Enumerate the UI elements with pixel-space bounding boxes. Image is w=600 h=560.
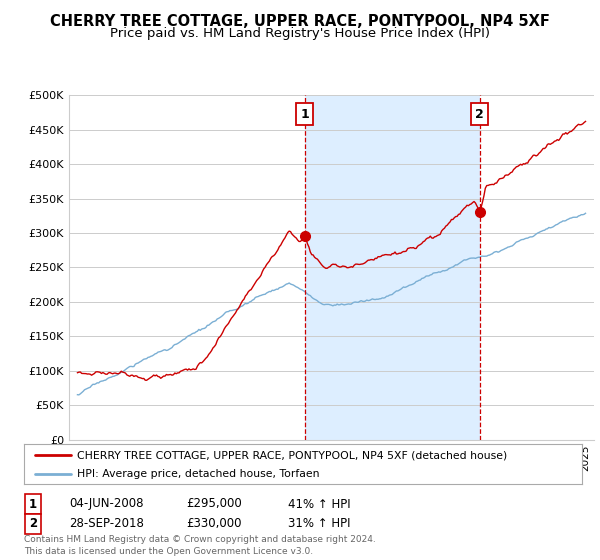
Text: Contains HM Land Registry data © Crown copyright and database right 2024.
This d: Contains HM Land Registry data © Crown c… <box>24 535 376 556</box>
Text: 1: 1 <box>301 108 309 120</box>
Text: 04-JUN-2008: 04-JUN-2008 <box>69 497 143 511</box>
Text: 2: 2 <box>475 108 484 120</box>
Text: Price paid vs. HM Land Registry's House Price Index (HPI): Price paid vs. HM Land Registry's House … <box>110 27 490 40</box>
Bar <box>305 95 479 440</box>
Text: £330,000: £330,000 <box>186 517 241 530</box>
Text: CHERRY TREE COTTAGE, UPPER RACE, PONTYPOOL, NP4 5XF (detached house): CHERRY TREE COTTAGE, UPPER RACE, PONTYPO… <box>77 450 507 460</box>
Text: CHERRY TREE COTTAGE, UPPER RACE, PONTYPOOL, NP4 5XF: CHERRY TREE COTTAGE, UPPER RACE, PONTYPO… <box>50 14 550 29</box>
Text: 1: 1 <box>29 497 37 511</box>
Text: 31% ↑ HPI: 31% ↑ HPI <box>288 517 350 530</box>
Text: HPI: Average price, detached house, Torfaen: HPI: Average price, detached house, Torf… <box>77 469 320 479</box>
Text: 28-SEP-2018: 28-SEP-2018 <box>69 517 144 530</box>
Text: 41% ↑ HPI: 41% ↑ HPI <box>288 497 350 511</box>
Text: 2: 2 <box>29 517 37 530</box>
Text: £295,000: £295,000 <box>186 497 242 511</box>
